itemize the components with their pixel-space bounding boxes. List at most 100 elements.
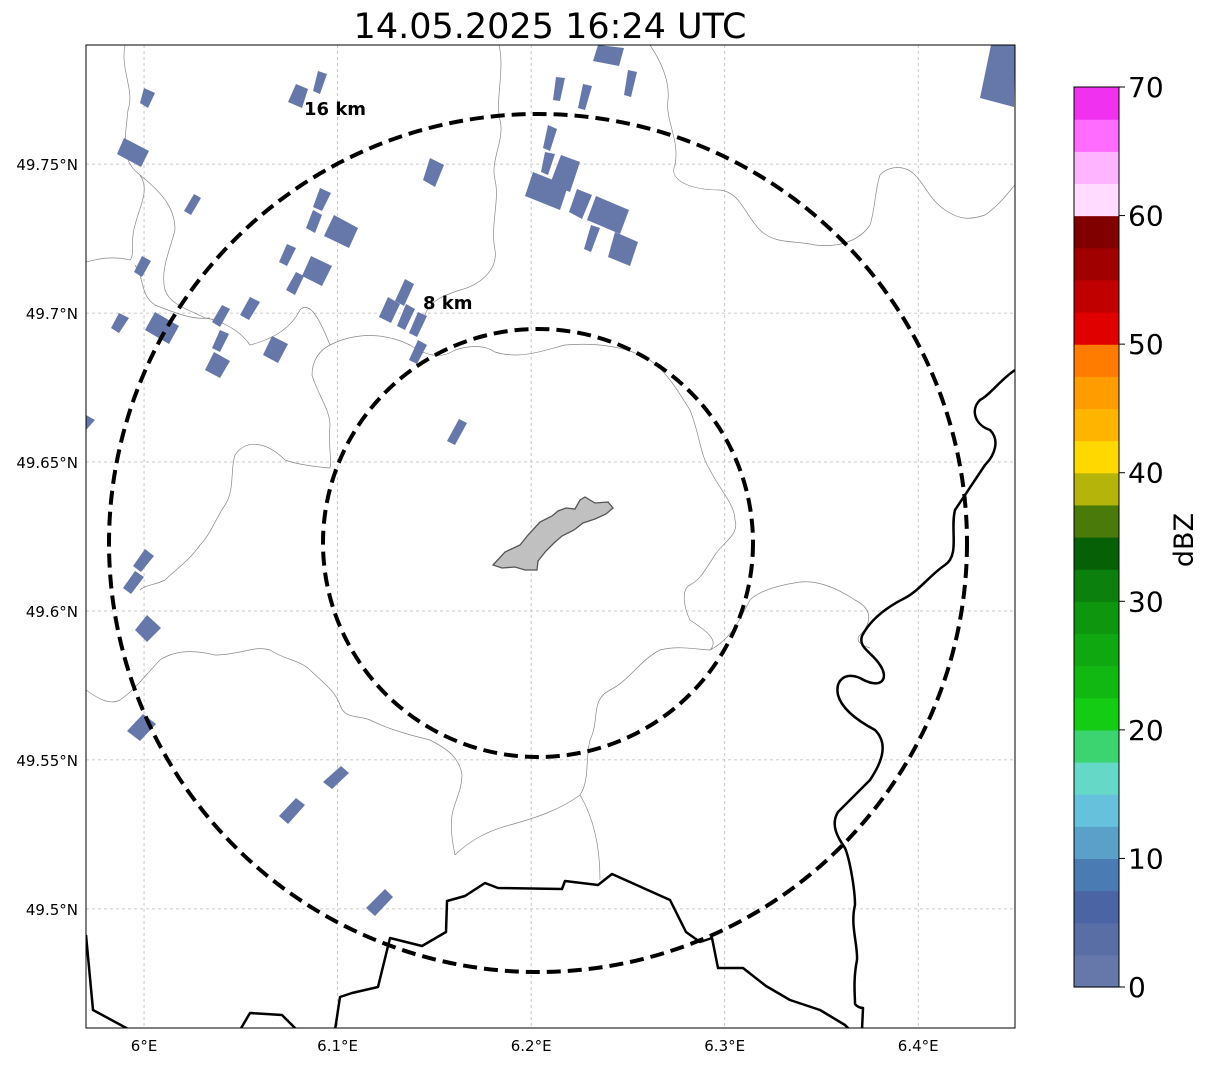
lon-tick-label: 6.3°E — [704, 1037, 745, 1055]
radar-echo — [584, 225, 600, 252]
national-border — [239, 1011, 297, 1028]
radar-echo — [409, 340, 427, 364]
radar-echo — [123, 571, 144, 594]
radar-echo — [288, 84, 308, 108]
lat-tick-label: 49.55°N — [16, 752, 78, 770]
colorbar-band — [1074, 344, 1119, 377]
admin-boundary — [249, 307, 331, 469]
colorbar-band — [1074, 408, 1119, 442]
city-boundary — [491, 496, 614, 571]
radar-echo — [135, 615, 161, 642]
colorbar-band — [1074, 729, 1119, 763]
colorbar-band — [1074, 954, 1119, 988]
range-ring-16km — [107, 112, 969, 974]
lat-tick-label: 49.7°N — [26, 305, 78, 323]
lon-tick-label: 6°E — [131, 1037, 158, 1055]
radar-echo — [134, 256, 151, 277]
radar-echo — [306, 210, 322, 233]
colorbar-band — [1074, 537, 1119, 570]
admin-boundary — [454, 647, 711, 856]
admin-boundary — [134, 264, 211, 319]
radar-echo — [543, 125, 557, 151]
admin-boundary — [649, 45, 1015, 246]
radar-echo — [409, 312, 427, 337]
lon-tick-label: 6.4°E — [898, 1037, 939, 1055]
radar-echo — [423, 158, 444, 187]
national-borders — [86, 368, 1015, 1028]
colorbar-band — [1074, 890, 1119, 924]
radar-echo — [323, 766, 349, 789]
radar-echo — [86, 415, 95, 430]
radar-echo — [553, 77, 565, 101]
admin-boundary — [139, 443, 286, 591]
radar-echo — [569, 189, 592, 219]
radar-echo — [578, 84, 592, 110]
colorbar-bands — [1074, 87, 1119, 988]
latitude-tick-labels: 49.5°N 49.55°N 49.6°N 49.65°N 49.7°N 49.75°N — [16, 156, 78, 919]
radar-echo — [140, 88, 155, 108]
colorbar-band — [1074, 633, 1119, 667]
longitude-tick-labels: 6°E 6.1°E 6.2°E 6.3°E 6.4°E — [131, 1037, 939, 1055]
colorbar-band — [1074, 312, 1119, 345]
lon-tick-label: 6.2°E — [511, 1037, 552, 1055]
radar-echo — [279, 244, 296, 266]
colorbar-band — [1074, 215, 1119, 249]
admin-boundary — [86, 45, 145, 263]
colorbar-frame — [1073, 86, 1120, 988]
admin-boundary — [329, 335, 737, 651]
colorbar-band — [1074, 440, 1119, 474]
radar-echo — [608, 232, 638, 266]
colorbar-tick-label: 50 — [1128, 328, 1164, 361]
colorbar-band — [1074, 183, 1119, 217]
lat-tick-label: 49.75°N — [16, 156, 78, 174]
radar-echo — [117, 138, 149, 167]
lat-tick-label: 49.5°N — [26, 901, 78, 919]
colorbar-band — [1074, 858, 1119, 892]
colorbar-band — [1074, 376, 1119, 410]
radar-echo — [447, 419, 467, 445]
gridlines — [86, 45, 1015, 1028]
radar-echo — [313, 71, 327, 94]
national-border — [86, 934, 129, 1028]
colorbar-band — [1074, 504, 1119, 538]
colorbar-band — [1074, 665, 1119, 699]
radar-echo — [313, 188, 331, 211]
lat-tick-label: 49.6°N — [26, 603, 78, 621]
radar-echo — [397, 304, 415, 330]
radar-echo — [286, 272, 304, 295]
colorbar-tick-label: 10 — [1128, 842, 1164, 875]
radar-echo — [366, 889, 393, 916]
radar-echo — [240, 297, 260, 320]
colorbar: 0 10 20 30 40 50 60 70 dBZ — [1073, 71, 1200, 1004]
range-ring-label-8km: 8 km — [423, 293, 473, 314]
radar-echo — [379, 297, 400, 323]
colorbar-band — [1074, 826, 1119, 860]
admin-boundary — [579, 794, 601, 881]
colorbar-band — [1074, 794, 1119, 827]
map-area: 16 km 8 km — [86, 45, 1015, 1028]
radar-echo — [624, 70, 637, 97]
colorbar-band — [1074, 472, 1119, 506]
radar-echo — [324, 215, 358, 248]
colorbar-band — [1074, 119, 1119, 152]
radar-echoes — [86, 45, 1015, 916]
lon-tick-label: 6.1°E — [317, 1037, 358, 1055]
radar-echo — [133, 549, 154, 572]
radar-echo — [111, 313, 129, 333]
colorbar-band — [1074, 922, 1119, 956]
colorbar-band — [1074, 697, 1119, 731]
radar-echo — [263, 336, 288, 363]
colorbar-tick-label: 40 — [1128, 457, 1164, 490]
range-ring-8km — [321, 327, 755, 759]
radar-echo — [980, 45, 1015, 107]
colorbar-band — [1074, 601, 1119, 635]
range-ring-label-16km: 16 km — [304, 99, 366, 120]
radar-echo — [279, 798, 305, 824]
colorbar-band — [1074, 247, 1119, 281]
colorbar-band — [1074, 762, 1119, 795]
radar-echo — [302, 256, 332, 286]
colorbar-label: dBZ — [1169, 513, 1200, 567]
radar-echo — [205, 352, 230, 378]
range-rings — [107, 112, 969, 974]
